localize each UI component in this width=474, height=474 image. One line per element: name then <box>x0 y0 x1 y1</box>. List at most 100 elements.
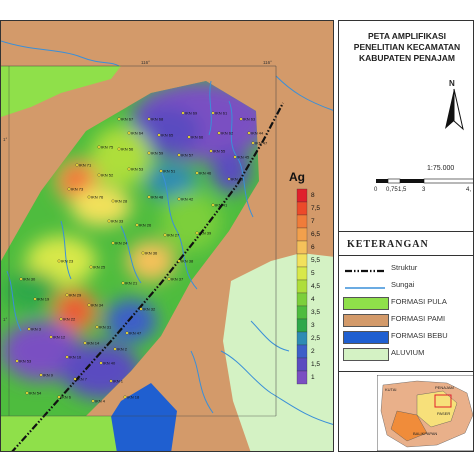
ag-legend-swatch <box>296 201 308 216</box>
station-marker <box>147 195 151 199</box>
station-point: IKN 61 <box>211 111 228 116</box>
station-label: IKN 4 <box>95 399 106 404</box>
station-label: IKN 69 <box>185 111 198 116</box>
station-point: IKN 45 <box>233 155 250 160</box>
legend-label: Struktur <box>391 263 418 272</box>
station-marker <box>89 265 93 269</box>
station-marker <box>187 135 191 139</box>
station-marker <box>97 173 101 177</box>
ag-legend-tick: 5,5 <box>311 257 320 264</box>
legend-symbol <box>343 348 389 361</box>
station-point: IKN 67 <box>117 117 134 122</box>
legend-label: FORMASI BEBU <box>391 331 448 340</box>
legend-panel: PETA AMPLIFIKASI PENELITIAN KECAMATAN KA… <box>338 20 474 452</box>
legend-item: Struktur <box>339 261 473 277</box>
station-point: IKN 75 <box>97 145 114 150</box>
station-point: IKN 40 <box>99 361 116 366</box>
scale-bar <box>376 178 473 184</box>
station-point: IKN 39 <box>195 231 212 236</box>
ag-legend-swatch <box>296 227 308 242</box>
map-title-line-1: PETA AMPLIFIKASI <box>367 31 447 41</box>
ag-legend-tick: 4,5 <box>311 283 320 290</box>
station-label: IKN 57 <box>181 153 194 158</box>
rivers <box>1 40 333 425</box>
ag-legend-title: Ag <box>289 170 305 184</box>
station-point: IKN 7 <box>73 377 88 382</box>
station-marker <box>195 171 199 175</box>
station-label: IKN 34 <box>91 303 104 308</box>
legend-divider-top <box>339 231 473 232</box>
station-point: IKN 41 <box>211 203 228 208</box>
station-marker <box>111 241 115 245</box>
station-marker <box>39 373 43 377</box>
station-point: IKN 57 <box>177 153 194 158</box>
station-point: IKN 37 <box>167 277 184 282</box>
stations-layer: IKN 67 IKN 68 IKN 69 IKN 61 IKN 63 IKN 64 IKN … <box>15 111 268 404</box>
station-point: IKN 46 <box>195 171 212 176</box>
station-point: IKN 66 <box>187 135 204 140</box>
station-marker <box>59 317 63 321</box>
map-title-line-2: PENELITIAN KECAMATAN <box>353 42 461 52</box>
station-marker <box>233 155 237 159</box>
station-label: IKN 41 <box>215 203 228 208</box>
station-label: IKN 43 <box>231 177 244 182</box>
map-title-line-3: KABUPATEN PENAJAM <box>358 53 456 63</box>
ag-legend-swatch <box>296 318 308 333</box>
ag-legend-tick: 4 <box>311 296 315 303</box>
ag-legend-swatch <box>296 305 308 320</box>
station-point: IKN 43 <box>227 177 244 182</box>
station-marker <box>239 117 243 121</box>
station-marker <box>147 117 151 121</box>
station-point: IKN 23 <box>57 259 74 264</box>
station-label: IKN 59 <box>151 151 164 156</box>
legend-label: FORMASI PAMI <box>391 314 446 323</box>
coord-left-2: 1° <box>3 317 8 322</box>
ag-legend-tick: 1,5 <box>311 361 320 368</box>
station-marker <box>109 379 113 383</box>
station-point: IKN 25 <box>89 265 106 270</box>
ag-legend-tick: 8 <box>311 192 315 199</box>
ag-legend-swatch <box>296 266 308 281</box>
legend-label: FORMASI PULA <box>391 297 447 306</box>
station-label: IKN 22 <box>63 317 76 322</box>
station-point: IKN 29 <box>65 293 82 298</box>
north-arrow-icon <box>445 88 464 131</box>
station-label: IKN 44 <box>251 131 264 136</box>
station-label: IKN 32 <box>143 307 156 312</box>
station-label: IKN 30 <box>23 277 36 282</box>
ag-legend-tick: 7 <box>311 218 315 225</box>
station-point: IKN 53 <box>127 167 144 172</box>
ag-legend-swatch <box>296 214 308 229</box>
legend-symbol <box>343 314 389 327</box>
legend-symbol <box>343 331 389 344</box>
station-marker <box>147 151 151 155</box>
station-label: IKN 27 <box>167 233 180 238</box>
station-label: IKN 67 <box>121 117 134 122</box>
station-point: IKN 68 <box>147 117 164 122</box>
station-point: IKN 59 <box>147 151 164 156</box>
station-label: IKN 66 <box>191 135 204 140</box>
station-marker <box>125 331 129 335</box>
station-marker <box>95 325 99 329</box>
station-point: IKN 52 <box>97 173 114 178</box>
station-marker <box>99 361 103 365</box>
legend-heading: KETERANGAN <box>347 239 429 250</box>
ag-legend-swatch <box>296 253 308 268</box>
legend-label: ALUVIUM <box>391 348 425 357</box>
station-label: IKN 68 <box>151 117 164 122</box>
station-label: IKN 21 <box>125 281 138 286</box>
station-label: IKN 1 <box>113 379 124 384</box>
station-marker <box>27 327 31 331</box>
station-point: IKN 24 <box>111 241 128 246</box>
station-label: IKN 16 <box>69 355 82 360</box>
station-marker <box>65 355 69 359</box>
coord-left-1: 1° <box>3 137 8 142</box>
station-point: IKN 44 <box>247 131 264 136</box>
scale-label: 4, <box>466 187 472 193</box>
station-marker <box>65 293 69 297</box>
station-marker <box>181 111 185 115</box>
station-label: IKN 19 <box>37 297 50 302</box>
station-point: IKN 28 <box>111 199 128 204</box>
station-point: IKN 4 <box>91 399 106 404</box>
station-point: IKN 65 <box>157 133 174 138</box>
